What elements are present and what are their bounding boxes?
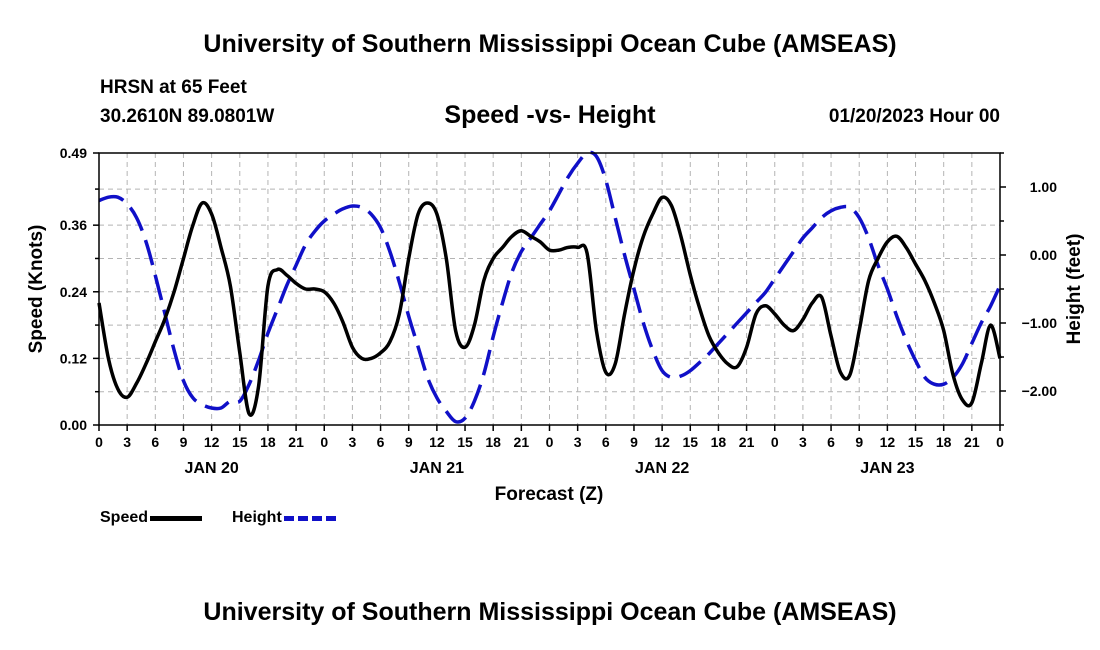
- x-tick-label: 12: [654, 434, 670, 450]
- x-tick-label: 12: [880, 434, 896, 450]
- y-axis-right-label: Height (feet): [1064, 234, 1085, 345]
- y-right-tick-label: −1.00: [1022, 315, 1058, 331]
- x-day-label: JAN 23: [860, 460, 914, 477]
- forecast-datetime: 01/20/2023 Hour 00: [828, 106, 1000, 127]
- x-tick-label: 9: [180, 434, 188, 450]
- chart-subtitle: Speed -vs- Height: [444, 101, 656, 129]
- x-tick-label: 6: [602, 434, 610, 450]
- y-left-tick-label: 0.49: [60, 145, 87, 161]
- x-axis-label: Forecast (Z): [495, 484, 604, 505]
- series-height-line: [98, 150, 1002, 424]
- x-tick-label: 3: [574, 434, 582, 450]
- y-right-tick-label: 0.00: [1030, 247, 1057, 263]
- x-tick-label: 18: [711, 434, 727, 450]
- x-tick-label: 0: [546, 434, 554, 450]
- chart-title: University of Southern Mississippi Ocean…: [203, 30, 897, 58]
- y-left-tick-label: 0.12: [60, 350, 87, 366]
- x-tick-label: 3: [123, 434, 131, 450]
- y-axis-left-label: Speed (Knots): [26, 225, 47, 354]
- legend-height-swatch: [283, 515, 336, 521]
- legend-height: Height: [232, 509, 336, 527]
- y-left-tick-label: 0.24: [60, 284, 87, 300]
- x-tick-label: 21: [514, 434, 530, 450]
- x-tick-label: 12: [204, 434, 220, 450]
- legend-speed-swatch: [150, 515, 203, 521]
- x-tick-label: 0: [771, 434, 779, 450]
- x-tick-label: 15: [908, 434, 924, 450]
- x-tick-label: 6: [827, 434, 835, 450]
- legend-height-label: Height: [232, 509, 282, 526]
- y-right-tick-label: −2.00: [1022, 383, 1058, 399]
- x-tick-label: 18: [936, 434, 952, 450]
- y-left-tick-label: 0.00: [60, 417, 87, 433]
- x-tick-label: 18: [485, 434, 501, 450]
- x-tick-label: 12: [429, 434, 445, 450]
- x-tick-label: 15: [457, 434, 473, 450]
- x-tick-label: 9: [855, 434, 863, 450]
- legend-speed-label: Speed: [100, 509, 149, 526]
- x-day-label: JAN 21: [410, 460, 464, 477]
- x-day-label: JAN 22: [635, 460, 689, 477]
- x-tick-label: 21: [739, 434, 755, 450]
- footer-title: University of Southern Mississippi Ocean…: [203, 598, 897, 626]
- x-tick-label: 0: [320, 434, 328, 450]
- x-tick-label: 21: [964, 434, 980, 450]
- x-tick-label: 0: [996, 434, 1004, 450]
- legend-speed: Speed: [100, 509, 203, 527]
- x-tick-label: 15: [682, 434, 698, 450]
- x-tick-label: 9: [630, 434, 638, 450]
- x-tick-label: 9: [405, 434, 413, 450]
- x-tick-label: 21: [288, 434, 304, 450]
- station-label: HRSN at 65 Feet: [100, 77, 247, 98]
- x-tick-label: 3: [349, 434, 357, 450]
- x-tick-label: 18: [260, 434, 276, 450]
- y-left-tick-label: 0.36: [60, 217, 87, 233]
- x-tick-label: 3: [799, 434, 807, 450]
- x-tick-label: 0: [95, 434, 103, 450]
- chart-grid: [99, 152, 1000, 425]
- x-tick-label: 6: [377, 434, 385, 450]
- x-tick-label: 15: [232, 434, 248, 450]
- chart-axes: 0 3 6 9 12 15 18 21 0 3 6 9 12 15 18 21 0 3 6 9 12 15 18 21 0 3 6 9…: [60, 145, 1057, 477]
- x-tick-label: 6: [151, 434, 159, 450]
- y-right-tick-label: 1.00: [1030, 179, 1057, 195]
- station-coordinates: 30.2610N 89.0801W: [100, 106, 275, 127]
- chart-series: [97, 150, 1002, 424]
- x-day-label: JAN 20: [185, 460, 239, 477]
- series-speed-line: [97, 195, 1002, 417]
